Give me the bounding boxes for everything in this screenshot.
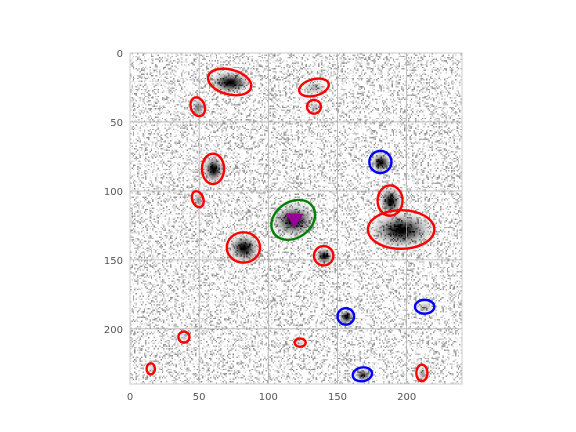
source-ellipse-blue (413, 298, 436, 315)
source-markers (145, 67, 436, 383)
source-ellipse-red (189, 96, 207, 118)
source-ellipse-red (293, 337, 307, 348)
source-ellipse-red (366, 209, 436, 251)
source-ellipse-red (297, 77, 331, 98)
source-ellipse-red (190, 189, 205, 209)
source-ellipse-blue (351, 366, 374, 383)
y-tick-label: 150 (104, 256, 123, 267)
source-ellipse-red (415, 363, 429, 383)
source-ellipse-red (206, 67, 253, 97)
y-tick-label: 0 (117, 49, 123, 60)
source-ellipse-blue (368, 149, 393, 175)
source-ellipse-red (177, 330, 191, 344)
source-ellipse-blue (336, 306, 356, 326)
x-tick-label: 150 (328, 392, 347, 403)
x-tick-label: 100 (259, 392, 278, 403)
source-ellipse-red (376, 184, 404, 217)
source-ellipse-red (200, 152, 226, 186)
x-tick-label: 50 (193, 392, 206, 403)
x-tick-label: 0 (127, 392, 133, 403)
y-tick-label: 100 (104, 187, 123, 198)
source-ellipse-red (145, 362, 157, 376)
y-tick-label: 50 (110, 118, 123, 129)
axis-ticks: 0 50 100 150 200 0 50 100 150 200 (104, 49, 416, 403)
marker-triangle (285, 213, 304, 228)
source-ellipse-red (305, 98, 323, 115)
source-ellipse-green (270, 198, 317, 242)
source-ellipse-red (225, 231, 262, 264)
y-tick-label: 200 (104, 325, 123, 336)
grid-lines (130, 53, 462, 384)
x-tick-label: 200 (397, 392, 416, 403)
plot-frame (129, 52, 463, 385)
source-ellipse-red (312, 244, 335, 267)
